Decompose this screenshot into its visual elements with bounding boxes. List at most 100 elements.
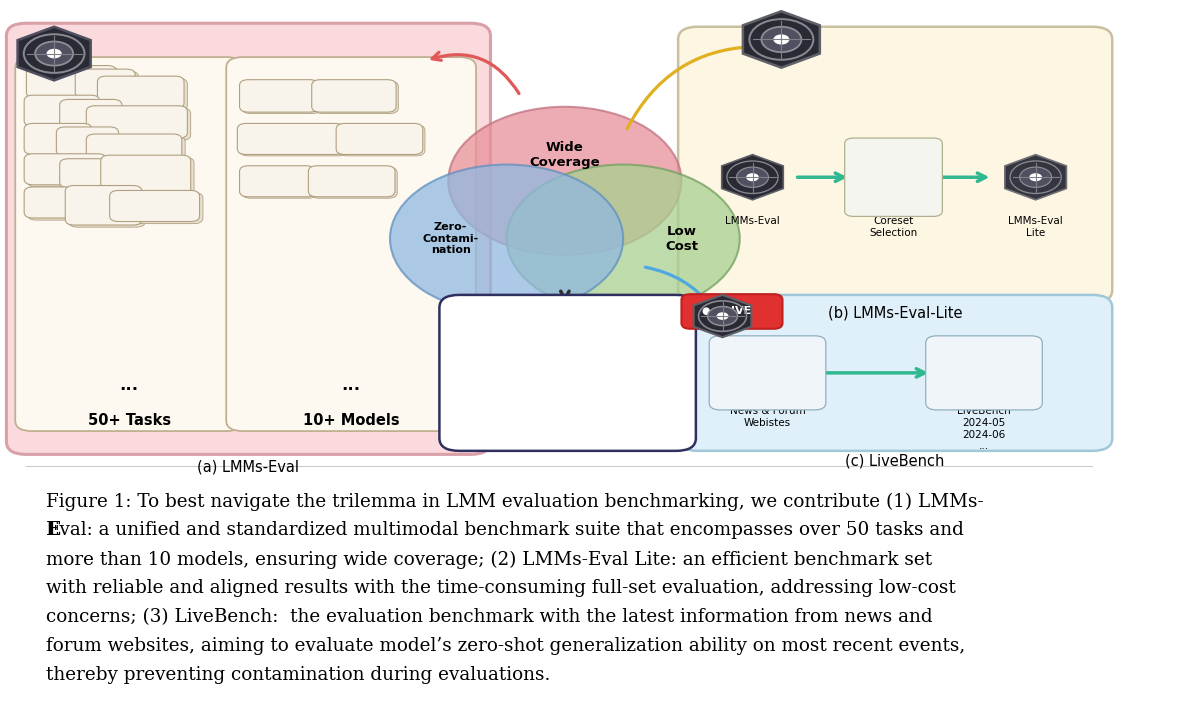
Circle shape	[746, 174, 759, 181]
Text: MathVista: MathVista	[118, 118, 157, 126]
FancyBboxPatch shape	[336, 124, 423, 154]
FancyBboxPatch shape	[25, 187, 108, 218]
FancyBboxPatch shape	[104, 157, 194, 197]
FancyBboxPatch shape	[239, 166, 315, 197]
FancyBboxPatch shape	[62, 101, 125, 131]
Text: Zero-
Contami-
nation: Zero- Contami- nation	[423, 222, 478, 256]
Text: LIVE: LIVE	[724, 306, 752, 316]
Text: forum websites, aiming to evaluate model’s zero-shot generalization ability on m: forum websites, aiming to evaluate model…	[46, 637, 966, 655]
Circle shape	[1020, 167, 1052, 187]
Text: (c) LiveBench: (c) LiveBench	[846, 453, 945, 468]
Text: Hallusion
Bench: Hallusion Bench	[128, 165, 164, 185]
Circle shape	[708, 306, 737, 326]
Text: LLaVA-W: LLaVA-W	[55, 77, 88, 86]
FancyBboxPatch shape	[101, 79, 187, 111]
Text: DocVQA: DocVQA	[49, 165, 81, 174]
FancyBboxPatch shape	[439, 295, 696, 451]
Circle shape	[47, 49, 61, 59]
FancyBboxPatch shape	[241, 167, 317, 198]
Text: ●: ●	[701, 306, 710, 316]
Text: MMMU: MMMU	[128, 88, 153, 97]
Text: , and: , and	[562, 403, 596, 416]
Circle shape	[449, 107, 681, 255]
FancyBboxPatch shape	[60, 129, 121, 158]
FancyBboxPatch shape	[25, 124, 92, 154]
FancyBboxPatch shape	[239, 80, 318, 112]
FancyBboxPatch shape	[338, 125, 425, 156]
Text: ChatGPT: ChatGPT	[362, 134, 397, 144]
Circle shape	[390, 164, 623, 313]
Text: VQAv2: VQAv2	[85, 169, 110, 178]
FancyBboxPatch shape	[113, 193, 203, 223]
Text: Evaluation Trilemma: Evaluation Trilemma	[497, 316, 638, 329]
FancyBboxPatch shape	[101, 155, 191, 195]
Text: cost: cost	[499, 403, 524, 416]
FancyBboxPatch shape	[237, 124, 344, 154]
Circle shape	[1030, 174, 1043, 181]
Text: 10+ Models: 10+ Models	[303, 413, 399, 428]
Text: ChartQA: ChartQA	[51, 198, 82, 207]
Text: Coreset
Selection: Coreset Selection	[869, 216, 918, 238]
Text: simultaneously achieve: simultaneously achieve	[498, 363, 637, 376]
Text: Wide
Coverage: Wide Coverage	[530, 141, 600, 169]
Text: Figure 1: To best navigate the trilemma in LMM evaluation benchmarking, we contr: Figure 1: To best navigate the trilemma …	[46, 493, 984, 511]
Text: concerns; (3) LiveBench:  the evaluation benchmark with the latest information f: concerns; (3) LiveBench: the evaluation …	[46, 608, 933, 626]
FancyBboxPatch shape	[110, 191, 199, 221]
Text: ██: ██	[757, 359, 777, 373]
FancyBboxPatch shape	[65, 186, 141, 225]
FancyBboxPatch shape	[27, 126, 95, 156]
FancyBboxPatch shape	[6, 24, 490, 454]
Circle shape	[761, 26, 801, 52]
FancyBboxPatch shape	[926, 336, 1043, 410]
Text: LiveBench
2024-05
2024-06
...: LiveBench 2024-05 2024-06 ...	[958, 406, 1011, 451]
Circle shape	[736, 167, 768, 187]
Text: AAa: AAa	[881, 172, 906, 182]
FancyBboxPatch shape	[68, 188, 145, 227]
FancyBboxPatch shape	[90, 136, 185, 169]
FancyBboxPatch shape	[25, 95, 100, 126]
Text: zero-: zero-	[630, 403, 661, 416]
FancyBboxPatch shape	[26, 66, 117, 98]
Text: , low-: , low-	[607, 384, 640, 397]
Text: ☰: ☰	[977, 357, 992, 375]
FancyBboxPatch shape	[709, 336, 826, 410]
FancyBboxPatch shape	[239, 125, 346, 156]
FancyBboxPatch shape	[309, 166, 395, 197]
Text: LMMs-Eval
Lite: LMMs-Eval Lite	[1008, 216, 1063, 238]
Text: (b) LMMs-Eval-Lite: (b) LMMs-Eval-Lite	[828, 306, 962, 321]
Text: Science
QA: Science QA	[88, 196, 118, 215]
FancyBboxPatch shape	[27, 97, 102, 129]
FancyBboxPatch shape	[681, 294, 782, 328]
Text: E: E	[46, 521, 60, 539]
Text: LiveBench: LiveBench	[135, 201, 174, 211]
Text: ...: ...	[119, 376, 139, 394]
FancyBboxPatch shape	[25, 154, 106, 185]
FancyBboxPatch shape	[60, 99, 121, 129]
Text: AI2D: AI2D	[79, 137, 97, 146]
FancyBboxPatch shape	[79, 71, 139, 100]
Text: POPE: POPE	[48, 134, 68, 144]
FancyBboxPatch shape	[86, 134, 181, 166]
FancyBboxPatch shape	[29, 68, 120, 100]
Text: ...: ...	[342, 376, 360, 394]
FancyBboxPatch shape	[845, 138, 942, 216]
FancyBboxPatch shape	[679, 295, 1112, 451]
FancyBboxPatch shape	[311, 167, 397, 198]
FancyBboxPatch shape	[241, 81, 320, 114]
FancyBboxPatch shape	[312, 80, 396, 112]
Text: more than 10 models, ensuring wide coverage; (2) LMMs-Eval Lite: an efficient be: more than 10 models, ensuring wide cover…	[46, 550, 933, 568]
Text: thereby preventing contamination during evaluations.: thereby preventing contamination during …	[46, 666, 551, 684]
Text: InstructBLIP: InstructBLIP	[265, 134, 316, 144]
Text: MME: MME	[81, 109, 100, 119]
Circle shape	[507, 164, 740, 313]
FancyBboxPatch shape	[15, 57, 243, 431]
Text: 50+ Tasks: 50+ Tasks	[87, 413, 171, 428]
FancyBboxPatch shape	[62, 161, 139, 190]
FancyBboxPatch shape	[75, 69, 135, 98]
FancyBboxPatch shape	[27, 156, 110, 187]
Text: wide-coverage: wide-coverage	[521, 384, 608, 397]
FancyBboxPatch shape	[86, 106, 187, 139]
Text: (a) LMMs-Eval: (a) LMMs-Eval	[198, 459, 299, 474]
Text: Idefics2: Idefics2	[336, 177, 368, 186]
Text: Gemini: Gemini	[263, 177, 292, 186]
